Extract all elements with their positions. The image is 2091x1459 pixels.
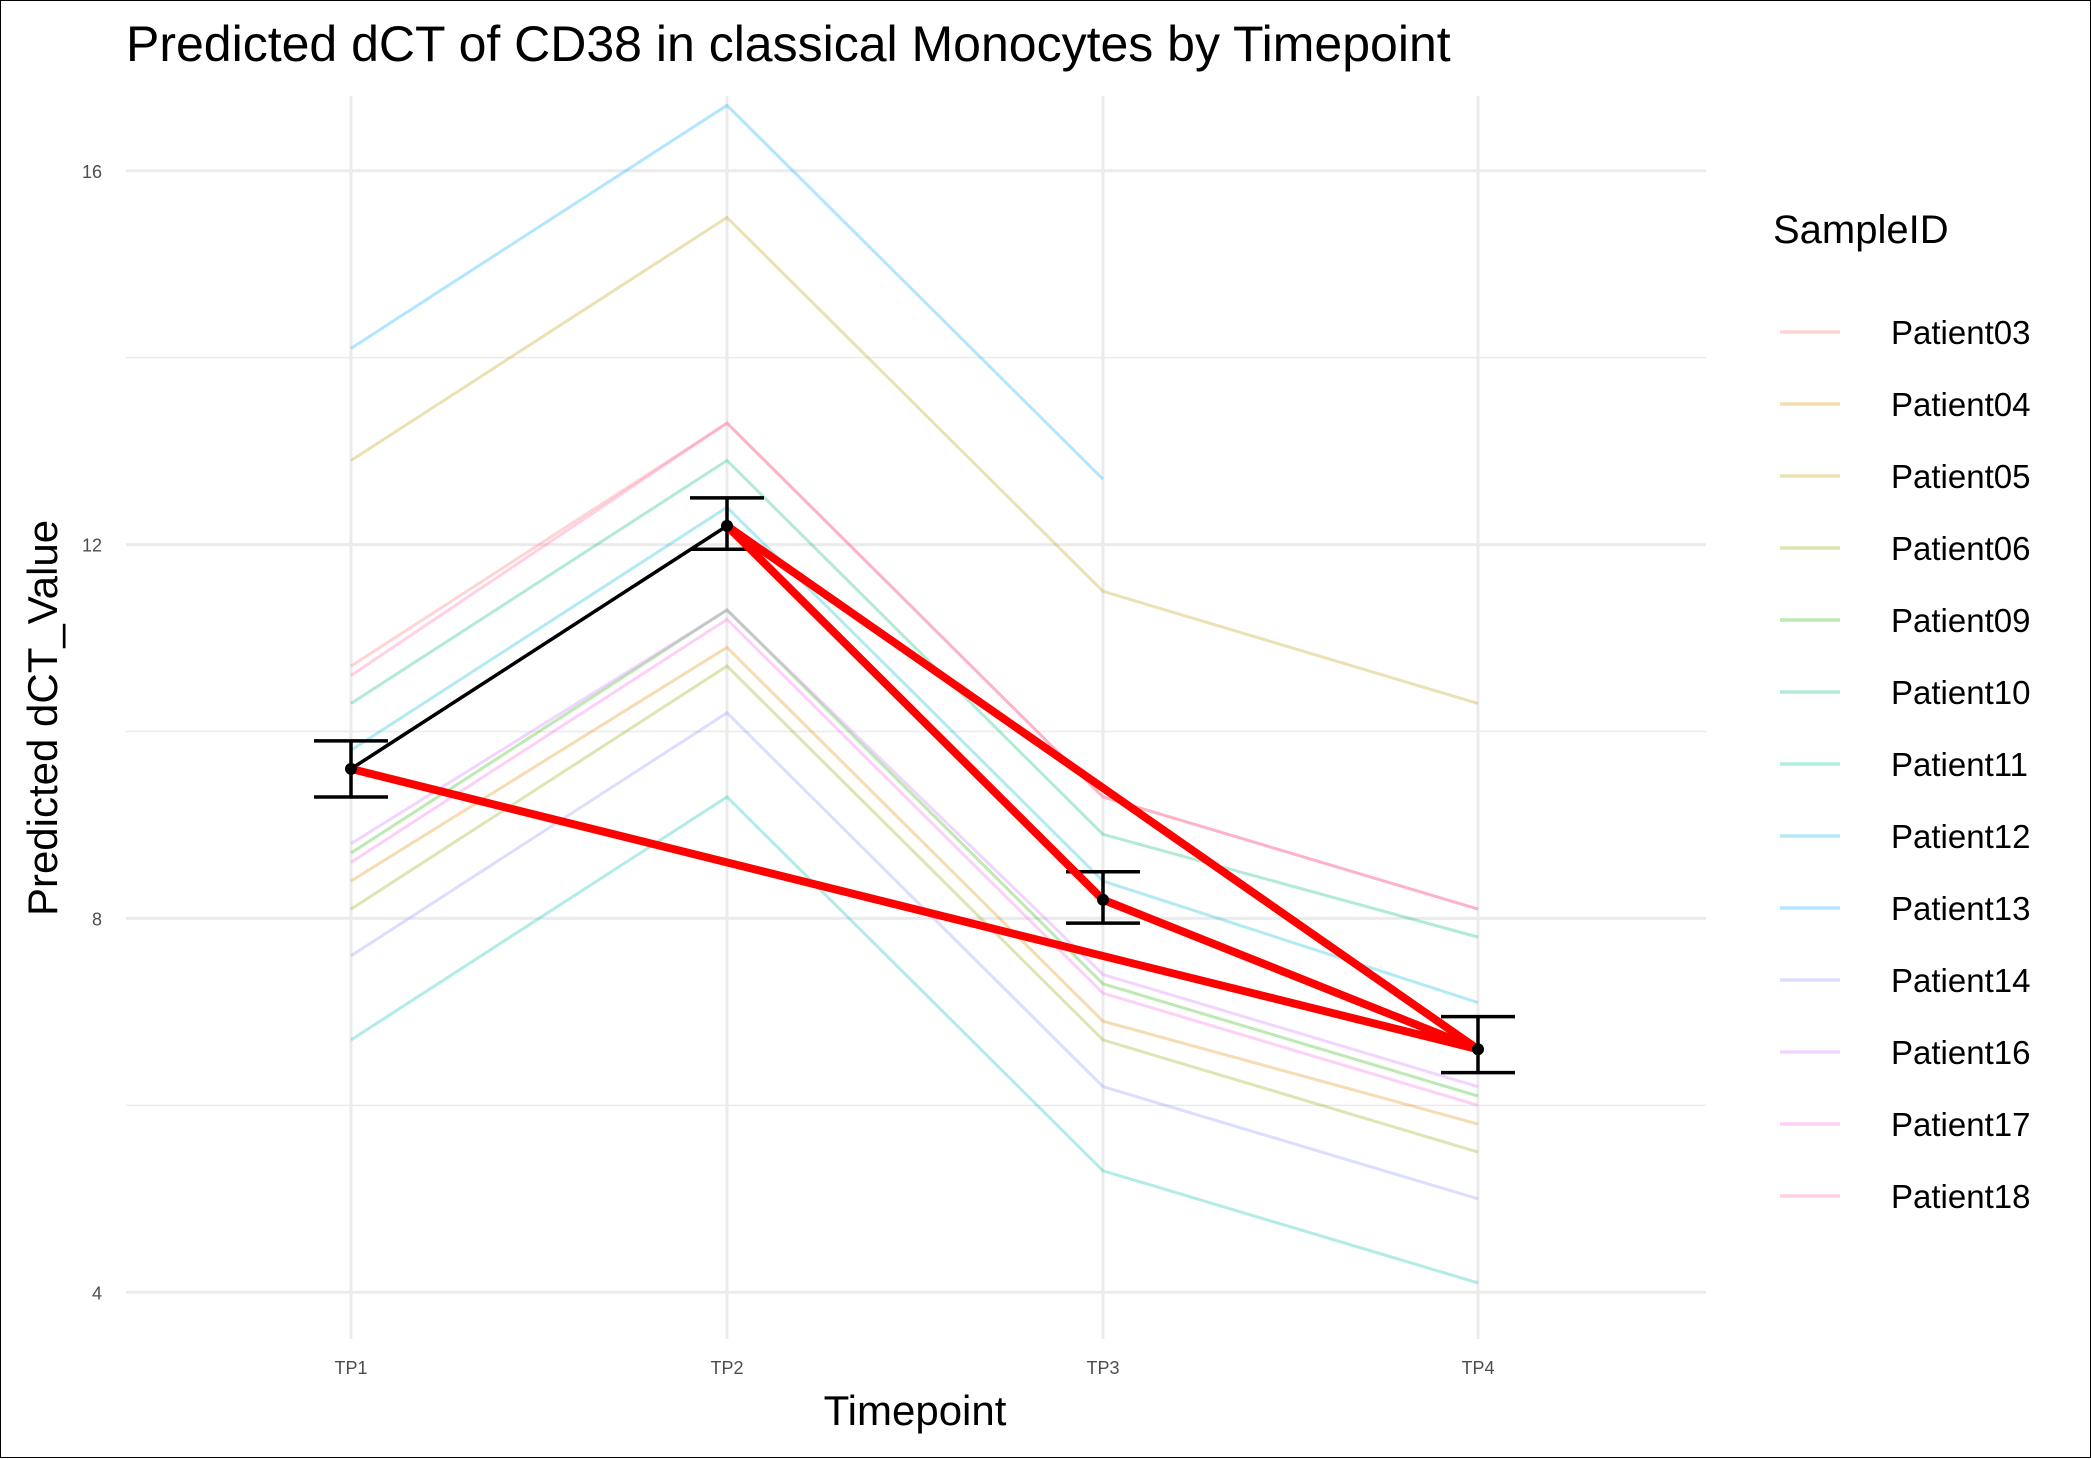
series-line-patient03 (350, 421, 1479, 911)
y-tick-label: 8 (92, 909, 102, 929)
mean-point (1472, 1043, 1484, 1056)
series-line-patient17 (350, 617, 1479, 1107)
grid-layer (126, 96, 1706, 1339)
series-line-patient12 (350, 505, 1479, 1004)
series-line-patient14 (350, 710, 1479, 1201)
series-line-patient11 (350, 795, 1479, 1285)
legend-label-patient12: Patient12 (1891, 818, 2030, 855)
x-tick-label: TP2 (710, 1358, 743, 1378)
legend-label-patient18: Patient18 (1891, 1178, 2030, 1215)
legend-label-patient05: Patient05 (1891, 458, 2030, 495)
x-tick-label: TP1 (334, 1358, 367, 1378)
series-layer (350, 103, 1479, 1285)
series-line-patient16 (350, 608, 1479, 1089)
mean-point (1097, 893, 1109, 906)
series-line-patient18 (350, 421, 1479, 911)
mean-point (721, 519, 733, 532)
y-tick-label: 16 (82, 162, 102, 182)
highlight-layer (345, 519, 1484, 1056)
series-line-patient09 (350, 608, 1479, 1098)
x-tick-label: TP3 (1086, 1358, 1119, 1378)
tick-layer: 4 8 12 16 TP1 TP2 TP3 TP4 (82, 162, 1495, 1378)
legend-label-patient11: Patient11 (1891, 746, 2028, 783)
mean-point (345, 762, 357, 775)
y-axis-title: Predicted dCT_Value (19, 520, 66, 916)
chart-title: Predicted dCT of CD38 in classical Monoc… (126, 16, 1451, 72)
x-axis-title: Timepoint (824, 1387, 1007, 1434)
y-tick-label: 4 (92, 1283, 102, 1303)
legend-label-patient09: Patient09 (1891, 602, 2030, 639)
mean-line (350, 523, 1479, 1051)
mean-layer (314, 496, 1515, 1075)
legend-label-patient03: Patient03 (1891, 314, 2030, 351)
legend-label-patient13: Patient13 (1891, 890, 2030, 927)
series-line-patient06 (350, 664, 1479, 1154)
legend-title: SampleID (1773, 208, 1949, 252)
highlight-path (347, 521, 1482, 1054)
legend-label-patient16: Patient16 (1891, 1034, 2030, 1071)
legend: Patient03 Patient04 Patient05 Patient06 Pati… (1780, 314, 2030, 1215)
legend-label-patient17: Patient17 (1891, 1106, 2030, 1143)
series-line-patient10 (350, 458, 1479, 939)
series-line-patient05 (350, 215, 1479, 705)
series-line-patient04 (350, 645, 1479, 1126)
x-tick-label: TP4 (1461, 1358, 1494, 1378)
y-tick-label: 12 (82, 536, 102, 556)
series-line-patient13 (350, 103, 1105, 481)
legend-label-patient10: Patient10 (1891, 674, 2030, 711)
legend-label-patient06: Patient06 (1891, 530, 2030, 567)
legend-label-patient04: Patient04 (1891, 386, 2030, 423)
legend-label-patient14: Patient14 (1891, 962, 2030, 999)
